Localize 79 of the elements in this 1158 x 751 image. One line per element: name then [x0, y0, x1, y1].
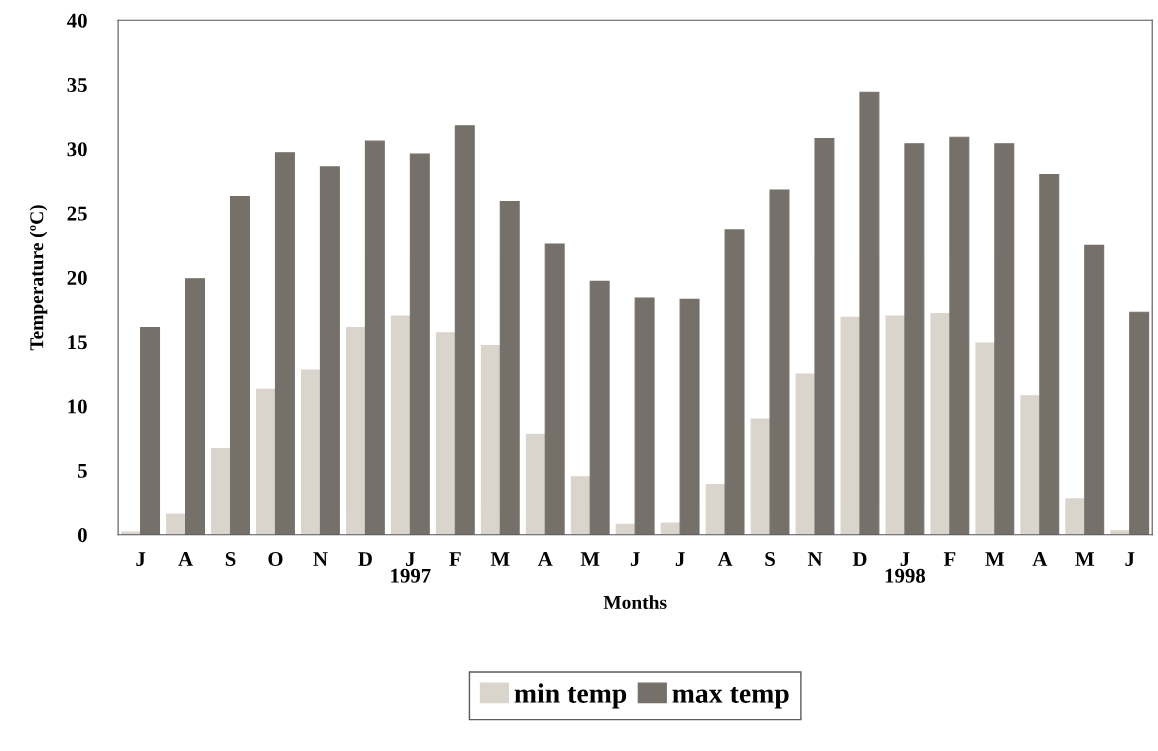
legend-label: max temp — [672, 686, 789, 709]
bar — [1084, 244, 1105, 535]
x-tick-label: A — [717, 552, 733, 566]
y-tick-label: 15 — [68, 335, 87, 350]
x-tick-label: N — [807, 552, 823, 566]
bar — [975, 342, 996, 535]
x-tick-label: M — [490, 552, 510, 566]
x-tick-label: M — [985, 552, 1005, 566]
bar — [795, 373, 816, 535]
bar — [1020, 395, 1041, 535]
bar — [345, 327, 366, 535]
y-tick-label: 0 — [77, 528, 87, 543]
bar — [660, 522, 681, 535]
bar — [679, 298, 700, 535]
bar — [435, 332, 456, 535]
bar — [185, 278, 205, 535]
bar — [121, 531, 142, 535]
bar — [1065, 498, 1086, 535]
x-tick-label: N — [313, 552, 328, 566]
bar — [480, 345, 501, 535]
bar — [930, 312, 951, 535]
x-tick-label: J — [1125, 552, 1135, 567]
bar — [840, 316, 861, 535]
x-tick-label: D — [358, 552, 372, 566]
x-tick-label: J — [675, 552, 685, 567]
x-tick-label: S — [765, 552, 775, 567]
bar — [750, 418, 771, 535]
y-tick-label: 40 — [67, 13, 87, 28]
x-tick-label: F — [449, 552, 461, 566]
bar — [256, 388, 277, 535]
bar — [589, 280, 610, 535]
bar — [885, 315, 906, 535]
bar — [724, 229, 745, 535]
bar — [364, 140, 385, 535]
y-axis-title: Temperature (ºC) — [29, 205, 48, 351]
x-tick-label: O — [268, 552, 283, 567]
legend-label: min temp — [514, 683, 627, 709]
x-tick-label: M — [580, 552, 600, 566]
bar — [570, 476, 591, 535]
y-tick-label: 25 — [67, 206, 87, 221]
y-tick-label: 5 — [77, 463, 87, 478]
x-tick-label: J — [136, 552, 146, 567]
x-tick-label: S — [225, 552, 236, 567]
bar — [525, 433, 546, 535]
x-tick-label: J 1997 — [391, 552, 431, 583]
bar — [994, 143, 1015, 535]
bar — [1129, 311, 1150, 535]
bar — [634, 297, 655, 535]
bar — [904, 143, 925, 535]
x-tick-label: D — [852, 552, 867, 566]
y-tick-label: 20 — [67, 270, 87, 285]
x-tick-label: J 1998 — [885, 552, 926, 583]
x-tick-label: J — [630, 552, 640, 567]
y-tick-label: 10 — [68, 399, 87, 414]
bar — [274, 152, 295, 535]
bar — [390, 315, 411, 535]
bar — [301, 369, 321, 535]
x-tick-label: A — [1032, 552, 1048, 566]
y-tick-label: 30 — [67, 142, 87, 157]
bar — [499, 201, 520, 535]
bar — [769, 189, 790, 535]
y-tick-label: 35 — [67, 78, 87, 93]
x-tick-label: F — [943, 552, 956, 566]
bar — [211, 447, 232, 535]
bar — [319, 166, 340, 535]
bar — [229, 195, 250, 535]
x-tick-label: M — [1075, 552, 1094, 566]
bar — [814, 138, 835, 535]
x-axis-title: Months — [603, 595, 667, 610]
bar — [166, 513, 187, 535]
bar — [454, 125, 475, 535]
bar — [544, 243, 565, 535]
x-tick-label: A — [178, 552, 193, 566]
bar — [1039, 174, 1060, 535]
bar — [859, 91, 880, 535]
bar — [949, 136, 970, 535]
x-tick-label: A — [537, 552, 553, 566]
bar — [140, 327, 161, 535]
bar — [409, 153, 430, 535]
